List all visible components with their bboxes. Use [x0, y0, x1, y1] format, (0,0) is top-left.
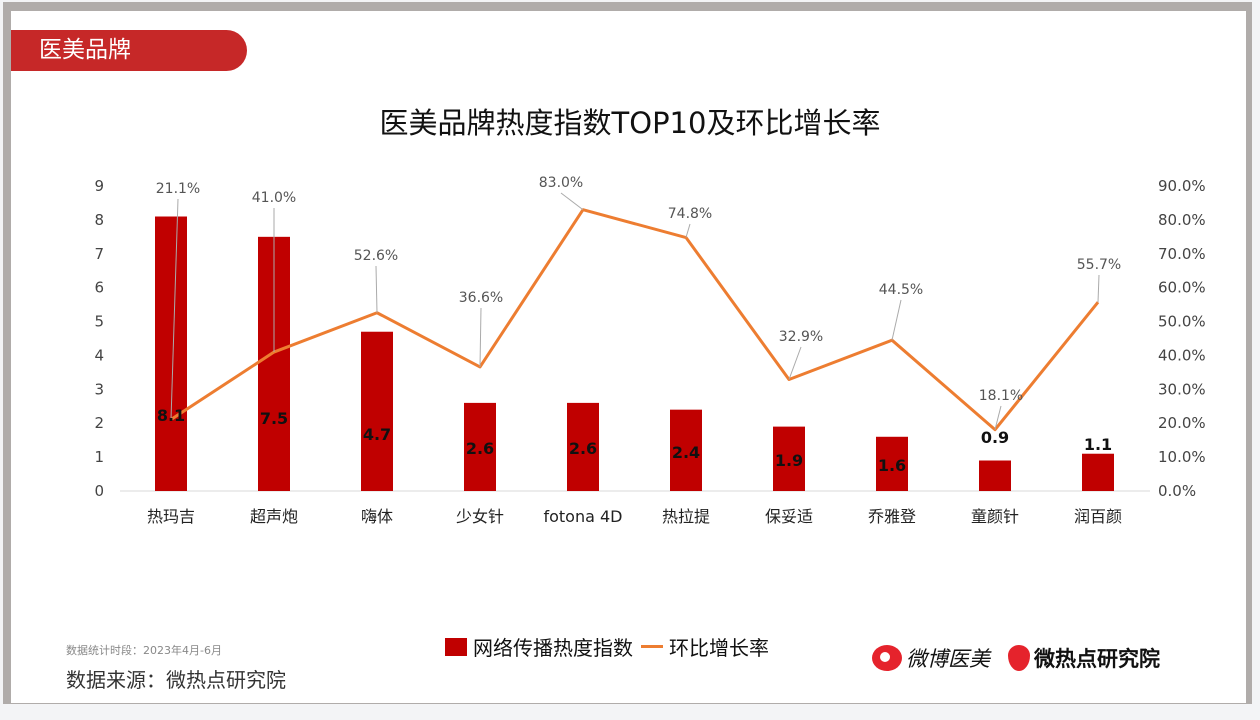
category-label: 乔雅登	[868, 507, 916, 526]
line-data-label: 55.7%	[1077, 257, 1121, 273]
leader-line	[891, 299, 902, 341]
bar	[773, 426, 805, 491]
category-label: 保妥适	[765, 507, 813, 526]
category-label: 童颜针	[971, 507, 1019, 526]
leader-line	[788, 346, 802, 380]
line-data-label: 36.6%	[459, 290, 503, 306]
category-label: 热拉提	[662, 507, 710, 526]
leader-line	[375, 265, 378, 313]
chart-title: 医美品牌热度指数TOP10及环比增长率	[379, 106, 881, 140]
bar	[567, 402, 599, 491]
bar	[670, 409, 702, 491]
right-tick-label: 60.0%	[1158, 279, 1206, 297]
right-tick-label: 50.0%	[1158, 313, 1206, 331]
bar	[464, 402, 496, 491]
bar-data-label: 2.6	[466, 439, 494, 458]
line-data-label: 41.0%	[252, 190, 296, 206]
growth-line	[170, 208, 1100, 432]
bar-data-label: 8.1	[157, 406, 185, 425]
leader-line	[685, 223, 691, 238]
right-tick-label: 10.0%	[1158, 448, 1206, 466]
bar-data-label: 1.9	[775, 451, 803, 470]
line-data-label: 18.1%	[979, 388, 1023, 404]
left-tick-label: 7	[94, 245, 104, 263]
right-tick-label: 20.0%	[1158, 414, 1206, 432]
category-label: fotona 4D	[543, 507, 622, 526]
right-tick-label: 30.0%	[1158, 380, 1206, 398]
legend-bar-label: 网络传播热度指数	[473, 636, 633, 660]
leader-line	[994, 405, 1002, 430]
bar	[876, 436, 908, 491]
bar-data-label: 0.9	[981, 428, 1009, 447]
leader-line	[1097, 274, 1100, 303]
right-tick-label: 80.0%	[1158, 211, 1206, 229]
logo-weibo-medical: 微博医美	[906, 647, 990, 671]
data-period: 数据统计时段：2023年4月-6月	[66, 644, 222, 657]
bar	[361, 331, 393, 491]
line-data-label: 52.6%	[354, 248, 398, 264]
bar-data-label: 1.6	[878, 456, 906, 475]
bar	[1082, 453, 1114, 491]
weibo-logo-icon	[872, 645, 902, 671]
category-label: 热玛吉	[147, 507, 195, 526]
left-tick-label: 1	[94, 448, 104, 466]
data-source: 数据来源：微热点研究院	[66, 668, 286, 692]
left-tick-label: 4	[94, 346, 104, 364]
left-tick-label: 5	[94, 313, 104, 331]
category-label: 润百颜	[1074, 507, 1122, 526]
bar	[155, 216, 187, 491]
weirédian-logo-icon	[1008, 645, 1030, 671]
section-badge: 医美品牌	[11, 30, 247, 71]
left-tick-label: 2	[94, 414, 104, 432]
line-data-label: 21.1%	[156, 181, 200, 197]
left-tick-label: 9	[94, 177, 104, 195]
legend-line-label: 环比增长率	[669, 636, 769, 660]
left-tick-label: 6	[94, 279, 104, 297]
bar-data-label: 1.1	[1084, 435, 1112, 454]
category-label: 少女针	[456, 507, 504, 526]
category-label: 嗨体	[361, 507, 393, 526]
legend-bar-swatch	[445, 637, 467, 656]
legend: 网络传播热度指数 环比增长率	[445, 632, 769, 661]
leader-line	[479, 307, 482, 367]
leader-line	[560, 192, 584, 211]
bar-data-label: 2.6	[569, 439, 597, 458]
slide	[11, 11, 1246, 703]
logos: 微博医美 微热点研究院	[872, 643, 1160, 673]
category-label: 超声炮	[250, 507, 298, 526]
right-tick-label: 0.0%	[1158, 482, 1196, 500]
left-tick-label: 0	[94, 482, 104, 500]
line-data-label: 83.0%	[539, 175, 583, 191]
leader-line	[170, 198, 179, 420]
right-tick-label: 70.0%	[1158, 245, 1206, 263]
right-tick-label: 90.0%	[1158, 177, 1206, 195]
line-data-label: 44.5%	[879, 282, 923, 298]
bar-data-label: 2.4	[672, 443, 700, 462]
bar-data-label: 4.7	[363, 425, 391, 444]
left-tick-label: 3	[94, 380, 104, 398]
right-tick-label: 40.0%	[1158, 346, 1206, 364]
line-data-label: 32.9%	[779, 329, 823, 345]
logo-wrd-institute: 微热点研究院	[1034, 647, 1160, 671]
left-tick-label: 8	[94, 211, 104, 229]
bar-data-label: 7.5	[260, 409, 288, 428]
bar	[979, 460, 1011, 491]
line-data-label: 74.8%	[668, 206, 712, 222]
legend-line-swatch	[641, 645, 663, 648]
